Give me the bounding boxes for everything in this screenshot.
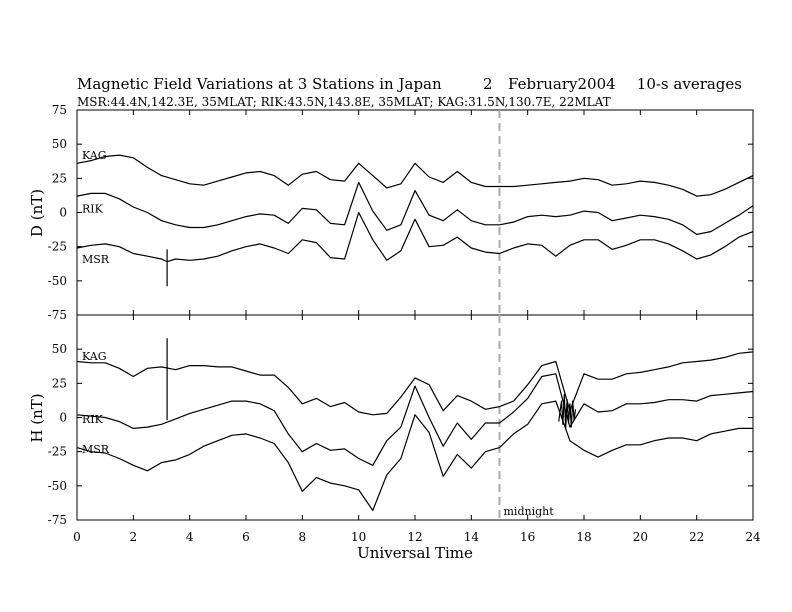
y-axis-label-d: D (nT) [28,189,46,237]
x-tick-label-10: 20 [633,530,648,544]
x-tick-label-8: 16 [520,530,535,544]
panel-1-series-rik [76,373,754,466]
panel-1-station-label-kag: KAG [82,350,107,363]
x-tick-label-6: 12 [407,530,422,544]
panel-1-series-spike-4 [558,393,577,429]
x-tick-label-5: 10 [351,530,366,544]
panel-1-ytick-label-1: 50 [52,342,67,356]
panel-1-station-label-rik: RIK [82,413,104,426]
panel-0-frame [76,109,754,316]
panel-1-ytick-label-2: 25 [52,376,67,390]
panel-1-series-msr [76,400,753,511]
midnight-label: midnight [504,505,555,518]
chart-title: Magnetic Field Variations at 3 Stations … [77,75,442,93]
chart-averaging: 10-s averages [637,75,742,93]
x-tick-label-1: 2 [130,530,138,544]
x-tick-label-9: 18 [576,530,591,544]
x-tick-label-12: 24 [745,530,761,544]
y-axis-label-h: H (nT) [28,393,46,442]
panel-0-ytick-label-6: -75 [48,308,67,322]
panel-0-station-label-kag: KAG [82,149,107,162]
chart-subtitle: MSR:44.4N,142.3E, 35MLAT; RIK:43.5N,143.… [77,95,611,109]
panel-0-series-rik [76,181,754,235]
x-tick-label-7: 14 [464,530,480,544]
panel-1-ytick-label-4: -25 [48,445,67,459]
panel-1-series-kag [76,351,754,416]
panel-1-ytick-label-5: -50 [48,479,67,493]
panel-0-series-msr [76,211,754,263]
panel-0-ytick-label-1: 50 [52,137,67,151]
chart-date-month-year: February2004 [508,75,616,93]
x-tick-label-0: 0 [73,530,81,544]
x-tick-label-4: 8 [299,530,307,544]
x-tick-label-2: 4 [186,530,194,544]
x-tick-label-3: 6 [242,530,250,544]
panel-1-ytick-label-3: 0 [59,411,67,425]
panel-0-station-label-msr: MSR [82,253,110,266]
panel-0-ytick-label-5: -50 [48,274,67,288]
panel-0-series-kag [76,154,754,197]
panel-0-ytick-label-4: -25 [48,240,67,254]
panel-0-ytick-label-2: 25 [52,171,67,185]
panel-0-station-label-rik: RIK [82,202,104,215]
panel-0-ytick-label-0: 75 [52,103,67,117]
panel-1-station-label-msr: MSR [82,443,110,456]
panel-0-ytick-label-3: 0 [59,206,67,220]
chart-date-day: 2 [483,75,493,93]
panel-1-ytick-label-6: -75 [48,513,67,527]
x-tick-label-11: 22 [689,530,704,544]
x-axis-label: Universal Time [357,544,473,562]
